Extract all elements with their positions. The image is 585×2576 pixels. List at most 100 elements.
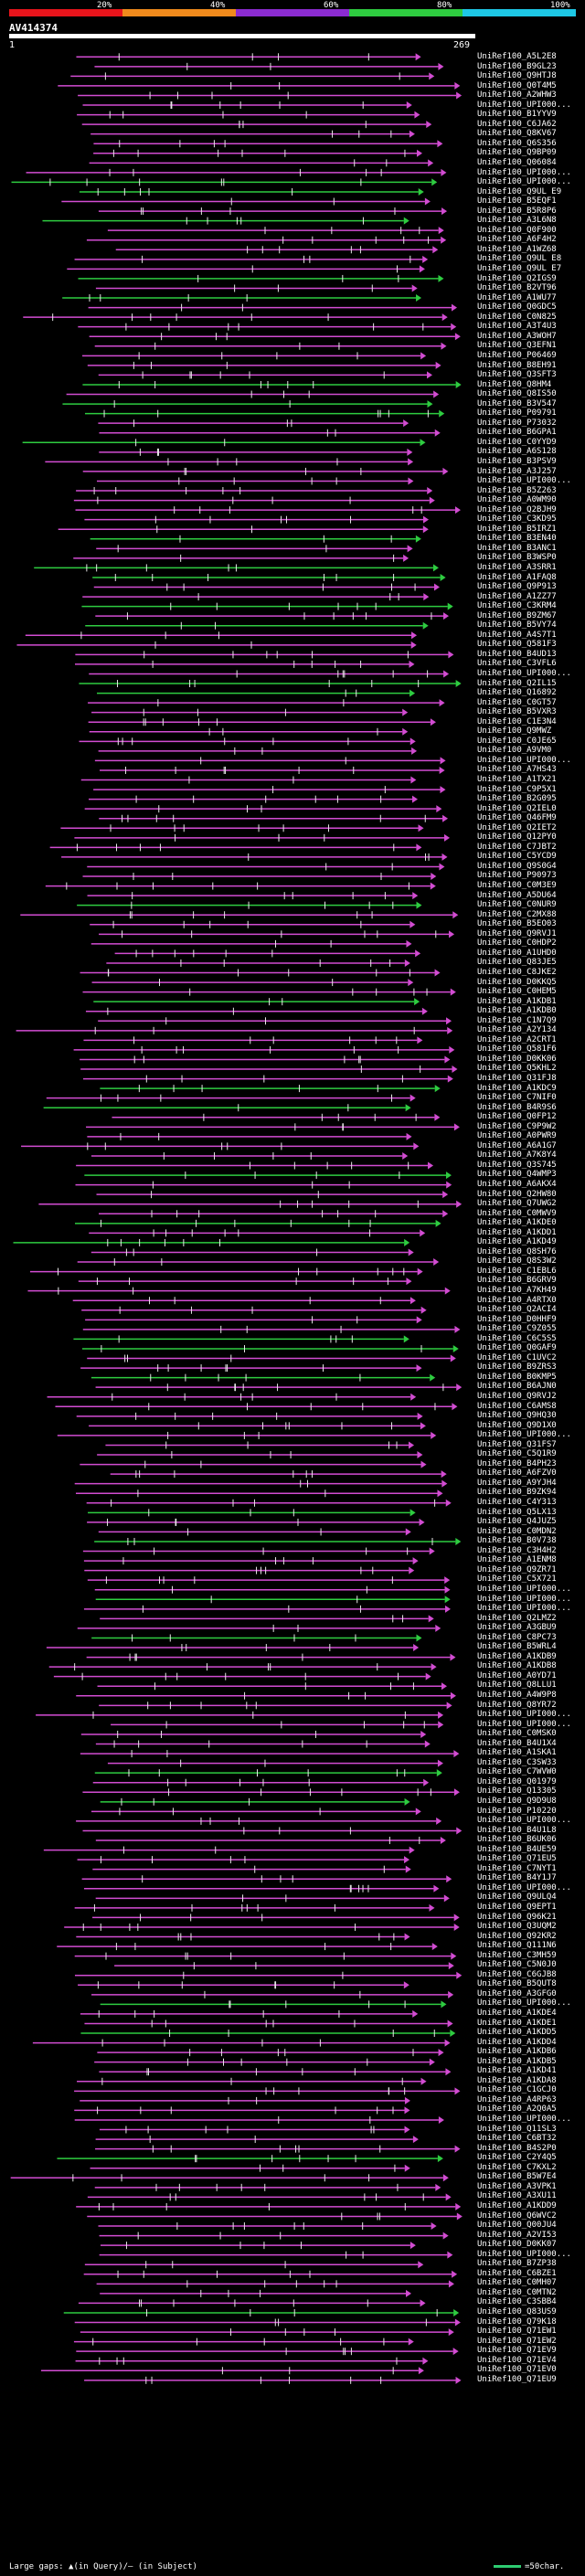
- hit-label[interactable]: UniRef100_A0PWR9: [477, 1131, 557, 1141]
- hit-label[interactable]: UniRef100_Q83US9: [477, 2306, 557, 2316]
- hit-label[interactable]: UniRef100_C0MTN2: [477, 2287, 557, 2297]
- hit-label[interactable]: UniRef100_Q8LLU1: [477, 1680, 557, 1691]
- hit-label[interactable]: UniRef100_UPI000...: [477, 755, 571, 765]
- hit-label[interactable]: UniRef100_D0KKQ5: [477, 977, 557, 987]
- hit-label[interactable]: UniRef100_A6FZV0: [477, 1468, 557, 1479]
- hit-label[interactable]: UniRef100_Q9D9U8: [477, 1796, 557, 1806]
- hit-label[interactable]: UniRef100_A2WHW3: [477, 90, 557, 101]
- hit-label[interactable]: UniRef100_B0KMP5: [477, 1372, 557, 1382]
- hit-label[interactable]: UniRef100_A2Y134: [477, 1025, 557, 1035]
- hit-label[interactable]: UniRef100_Q9S0G4: [477, 861, 557, 871]
- hit-label[interactable]: UniRef100_Q46FM9: [477, 813, 557, 823]
- hit-label[interactable]: UniRef100_A3VPK1: [477, 2181, 557, 2191]
- hit-label[interactable]: UniRef100_Q2IGS9: [477, 273, 557, 283]
- hit-label[interactable]: UniRef100_Q71EW2: [477, 2336, 557, 2346]
- hit-label[interactable]: UniRef100_C3H4H2: [477, 1545, 557, 1555]
- hit-label[interactable]: UniRef100_UPI000...: [477, 1584, 571, 1594]
- hit-label[interactable]: UniRef100_A1KDA8: [477, 2075, 557, 2085]
- hit-label[interactable]: UniRef100_Q8SH76: [477, 1246, 557, 1256]
- hit-label[interactable]: UniRef100_C9Z055: [477, 1324, 557, 1334]
- hit-label[interactable]: UniRef100_Q9BP09: [477, 148, 557, 158]
- hit-label[interactable]: UniRef100_A9YJH4: [477, 1478, 557, 1488]
- hit-label[interactable]: UniRef100_Q71EV0: [477, 2365, 557, 2375]
- hit-label[interactable]: UniRef100_Q06084: [477, 158, 557, 168]
- hit-label[interactable]: UniRef100_Q92KR2: [477, 1931, 557, 1941]
- hit-label[interactable]: UniRef100_A6S128: [477, 447, 557, 457]
- hit-label[interactable]: UniRef100_C2Y4Q5: [477, 2153, 557, 2163]
- hit-label[interactable]: UniRef100_A4RP63: [477, 2094, 557, 2104]
- hit-label[interactable]: UniRef100_Q9D1X0: [477, 1420, 557, 1430]
- hit-label[interactable]: UniRef100_UPI000...: [477, 1604, 571, 1614]
- hit-label[interactable]: UniRef100_UPI000...: [477, 1816, 571, 1826]
- hit-label[interactable]: UniRef100_Q7UWG2: [477, 1199, 557, 1209]
- hit-label[interactable]: UniRef100_UPI000...: [477, 167, 571, 177]
- hit-label[interactable]: UniRef100_Q9HTJ8: [477, 71, 557, 81]
- hit-label[interactable]: UniRef100_Q71EV9: [477, 2346, 557, 2356]
- hit-label[interactable]: UniRef100_C6GJB8: [477, 1969, 557, 1979]
- hit-label[interactable]: UniRef100_C7KXL2: [477, 2162, 557, 2172]
- hit-label[interactable]: UniRef100_B4Y1J7: [477, 1873, 557, 1883]
- hit-label[interactable]: UniRef100_A1ZZ77: [477, 591, 557, 601]
- hit-label[interactable]: UniRef100_Q8YR72: [477, 1700, 557, 1710]
- hit-label[interactable]: UniRef100_C6JA62: [477, 119, 557, 129]
- hit-label[interactable]: UniRef100_A9VM0: [477, 746, 552, 756]
- hit-label[interactable]: UniRef100_C0JE65: [477, 736, 557, 746]
- hit-label[interactable]: UniRef100_A7K8Y4: [477, 1150, 557, 1161]
- hit-label[interactable]: UniRef100_Q9MWZ: [477, 726, 552, 737]
- hit-label[interactable]: UniRef100_A1KDD1: [477, 1227, 557, 1237]
- hit-label[interactable]: UniRef100_Q9ULQ4: [477, 1892, 557, 1903]
- hit-label[interactable]: UniRef100_C0YYD9: [477, 437, 557, 447]
- hit-label[interactable]: UniRef100_Q6WVC2: [477, 2210, 557, 2221]
- hit-label[interactable]: UniRef100_Q9ZR71: [477, 1564, 557, 1574]
- hit-label[interactable]: UniRef100_A1KDE1: [477, 2018, 557, 2028]
- hit-label[interactable]: UniRef100_A1TX21: [477, 775, 557, 785]
- hit-label[interactable]: UniRef100_D0KK06: [477, 1054, 557, 1064]
- hit-label[interactable]: UniRef100_B4U1L8: [477, 1825, 557, 1835]
- hit-label[interactable]: UniRef100_Q3SFT3: [477, 370, 557, 380]
- hit-label[interactable]: UniRef100_C1GCJ0: [477, 2085, 557, 2095]
- hit-label[interactable]: UniRef100_UPI000...: [477, 2249, 571, 2259]
- hit-label[interactable]: UniRef100_Q9P913: [477, 582, 557, 592]
- hit-label[interactable]: UniRef100_A3SRR1: [477, 562, 557, 572]
- hit-label[interactable]: UniRef100_B4UD13: [477, 649, 557, 659]
- hit-label[interactable]: UniRef100_Q2LMZ2: [477, 1613, 557, 1623]
- hit-label[interactable]: UniRef100_Q3EFN1: [477, 341, 557, 351]
- hit-label[interactable]: UniRef100_C3KRM4: [477, 601, 557, 611]
- hit-label[interactable]: UniRef100_A1KDD5: [477, 2028, 557, 2038]
- hit-label[interactable]: UniRef100_A3J257: [477, 466, 557, 476]
- hit-label[interactable]: UniRef100_Q71EU5: [477, 1854, 557, 1864]
- hit-label[interactable]: UniRef100_C1N7Q9: [477, 1015, 557, 1025]
- hit-label[interactable]: UniRef100_A6F4H2: [477, 235, 557, 245]
- hit-label[interactable]: UniRef100_A1KDB8: [477, 1661, 557, 1671]
- hit-label[interactable]: UniRef100_B4S2P0: [477, 2143, 557, 2153]
- hit-label[interactable]: UniRef100_Q71EU9: [477, 2374, 557, 2384]
- hit-label[interactable]: UniRef100_A4S7T1: [477, 630, 557, 640]
- hit-label[interactable]: UniRef100_Q4JUZ5: [477, 1517, 557, 1527]
- hit-label[interactable]: UniRef100_P10220: [477, 1806, 557, 1816]
- hit-label[interactable]: UniRef100_Q6S356: [477, 138, 557, 148]
- hit-label[interactable]: UniRef100_B2VT96: [477, 283, 557, 293]
- hit-label[interactable]: UniRef100_B5W7E4: [477, 2172, 557, 2182]
- hit-label[interactable]: UniRef100_A7HS43: [477, 765, 557, 775]
- hit-label[interactable]: UniRef100_B9ZK94: [477, 1488, 557, 1498]
- hit-label[interactable]: UniRef100_A1SKA1: [477, 1748, 557, 1758]
- hit-label[interactable]: UniRef100_A3L6N8: [477, 216, 557, 226]
- hit-label[interactable]: UniRef100_C7NYT1: [477, 1863, 557, 1873]
- hit-label[interactable]: UniRef100_A1KDB5: [477, 2056, 557, 2066]
- hit-label[interactable]: UniRef100_A1KDB9: [477, 1651, 557, 1661]
- hit-label[interactable]: UniRef100_C0MWV9: [477, 1208, 557, 1218]
- hit-label[interactable]: UniRef100_A4RTX0: [477, 1295, 557, 1305]
- hit-label[interactable]: UniRef100_UPI000...: [477, 177, 571, 187]
- hit-label[interactable]: UniRef100_B6GPA1: [477, 428, 557, 438]
- hit-label[interactable]: UniRef100_C7JBT2: [477, 842, 557, 852]
- hit-label[interactable]: UniRef100_B5WRL4: [477, 1642, 557, 1652]
- hit-label[interactable]: UniRef100_Q0GAF9: [477, 1343, 557, 1353]
- hit-label[interactable]: UniRef100_Q3UQM2: [477, 1922, 557, 1932]
- hit-label[interactable]: UniRef100_A1ENM8: [477, 1555, 557, 1565]
- hit-label[interactable]: UniRef100_A4W9P8: [477, 1690, 557, 1700]
- hit-label[interactable]: UniRef100_B5EO03: [477, 919, 557, 929]
- hit-label[interactable]: UniRef100_Q5KHL2: [477, 1064, 557, 1074]
- hit-label[interactable]: UniRef100_B6UK06: [477, 1835, 557, 1845]
- hit-label[interactable]: UniRef100_A2CRT1: [477, 1034, 557, 1044]
- hit-label[interactable]: UniRef100_C0MDN2: [477, 1526, 557, 1536]
